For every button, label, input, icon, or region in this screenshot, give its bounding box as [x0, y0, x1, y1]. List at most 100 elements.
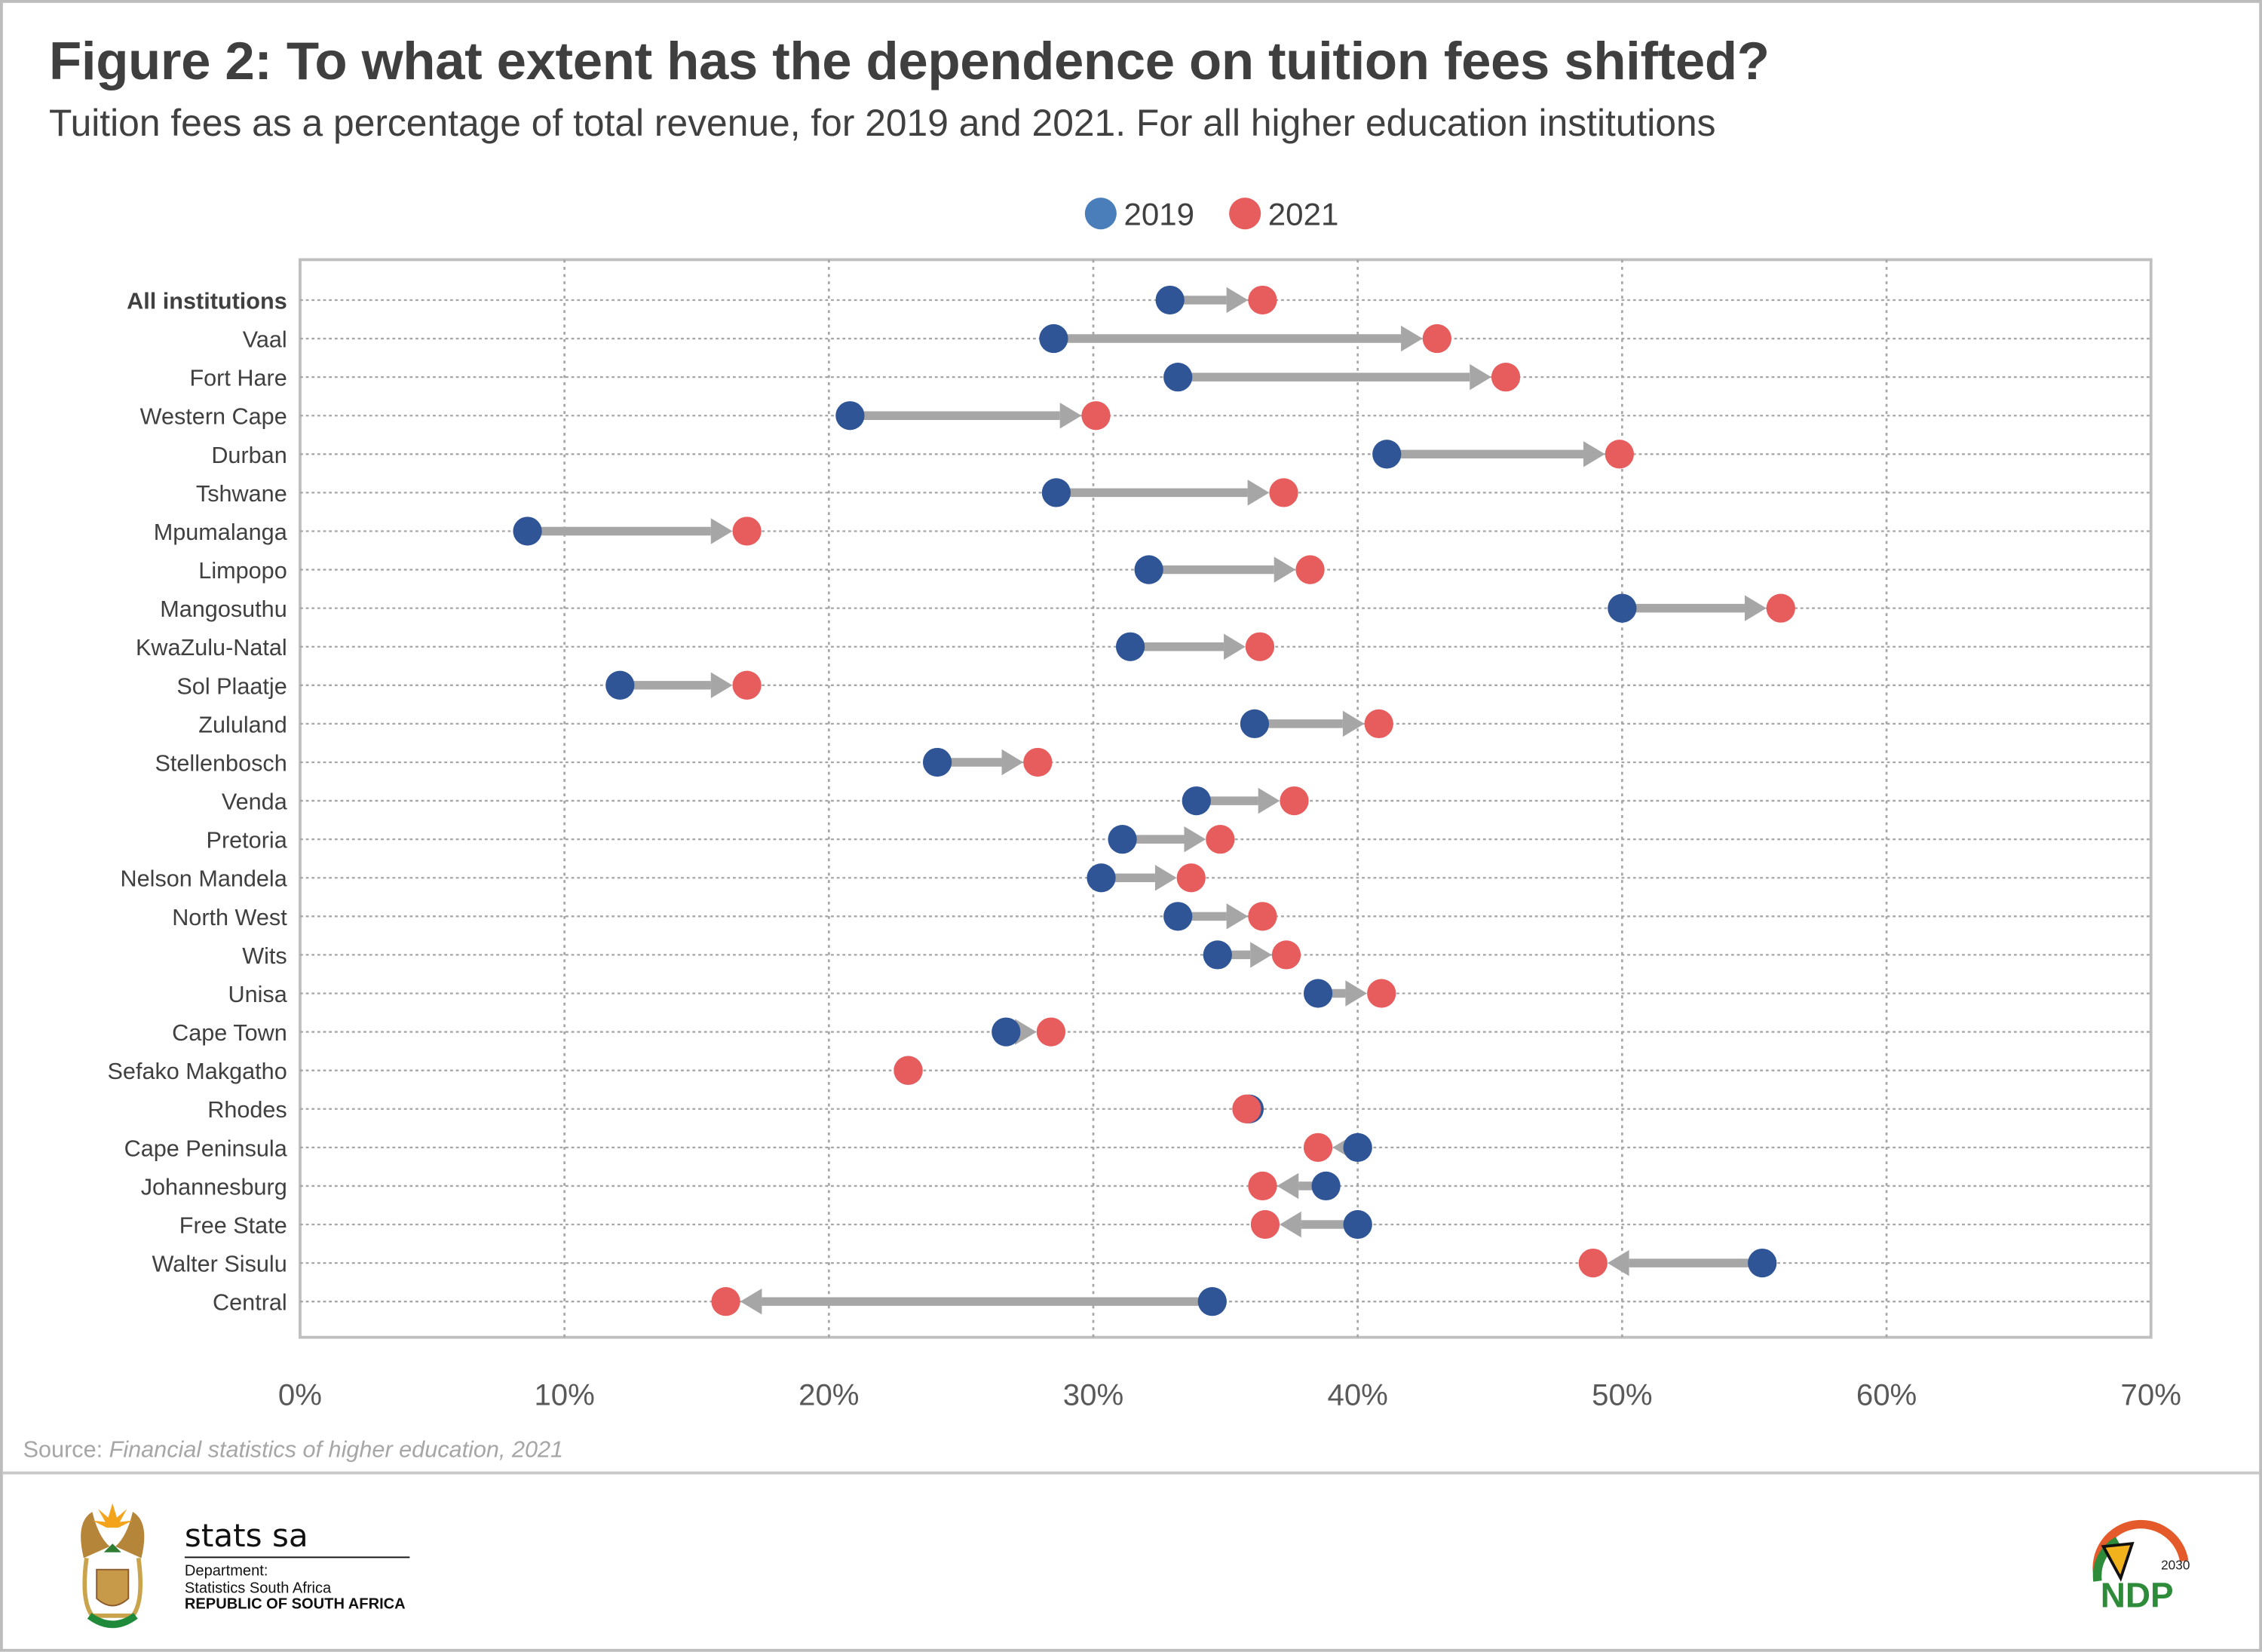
category-label: Central	[213, 1290, 287, 1316]
point-2021	[1248, 285, 1277, 315]
category-label: Durban	[211, 443, 287, 468]
logo-department: Department: Statistics South Africa	[185, 1562, 331, 1597]
category-label: Fort Hare	[189, 366, 287, 391]
point-2021	[1280, 786, 1309, 816]
point-2019	[922, 747, 952, 777]
point-2019	[513, 516, 542, 546]
change-arrow-head	[1401, 325, 1423, 352]
dumbbell-chart: 0% 10% 20% 30% 40% 50% 60% 70% 2019 2021 All insti…	[108, 196, 2181, 1412]
point-2019	[992, 1017, 1021, 1047]
logo-dept-label: Department:	[184, 1562, 268, 1580]
point-2019	[1182, 786, 1211, 816]
category-label: Limpopo	[198, 558, 287, 584]
change-arrow-head	[1342, 710, 1365, 737]
point-2021	[1271, 940, 1301, 970]
category-label: North West	[172, 905, 287, 930]
point-2019	[1748, 1248, 1777, 1278]
category-label: Free State	[179, 1212, 287, 1238]
point-2019	[1608, 593, 1637, 623]
change-arrow-head	[1001, 749, 1024, 776]
point-2019	[835, 401, 865, 431]
category-label: Tshwane	[196, 481, 287, 507]
category-label: Cape Peninsula	[124, 1136, 288, 1161]
point-2021	[1766, 593, 1795, 623]
x-tick-label: 20%	[798, 1378, 859, 1412]
point-2019	[1343, 1209, 1372, 1240]
point-2021	[1295, 555, 1325, 584]
point-2021	[1023, 747, 1053, 777]
category-label: Johannesburg	[141, 1174, 287, 1200]
category-label: Mangosuthu	[160, 596, 287, 622]
category-label: Sefako Makgatho	[108, 1059, 287, 1084]
category-label: Nelson Mandela	[121, 866, 288, 892]
point-2019	[1039, 323, 1068, 354]
point-2021	[1081, 401, 1111, 431]
point-2019	[1115, 632, 1145, 661]
point-2021	[1605, 440, 1634, 469]
x-tick-label: 50%	[1592, 1378, 1652, 1412]
point-2019	[1303, 979, 1333, 1008]
point-2021	[1578, 1248, 1608, 1278]
change-arrow-head	[1224, 633, 1246, 660]
point-2021	[1206, 825, 1235, 854]
ndp-text: NDP	[2101, 1575, 2174, 1613]
page-subtitle: Tuition fees as a percentage of total re…	[49, 100, 1716, 145]
category-label: Wits	[242, 943, 287, 969]
change-arrow-head	[1226, 287, 1249, 314]
point-2019	[1343, 1132, 1372, 1162]
point-2021	[1303, 1132, 1333, 1162]
x-tick-label: 0%	[278, 1378, 322, 1412]
category-label: Unisa	[228, 982, 287, 1007]
x-tick-label: 10%	[534, 1378, 594, 1412]
change-arrow-head	[710, 672, 733, 699]
ndp-2030-logo: 2030 NDP	[2092, 1519, 2190, 1613]
x-tick-label: 40%	[1328, 1378, 1388, 1412]
source-text: Financial statistics of higher education…	[109, 1438, 564, 1464]
category-label: Rhodes	[207, 1097, 287, 1123]
change-arrow-head	[1059, 403, 1082, 429]
change-arrow-head	[1258, 787, 1280, 814]
point-2021	[1422, 323, 1452, 354]
point-2021	[1248, 1171, 1277, 1201]
plot-area-border	[299, 258, 2153, 1339]
category-label: Stellenbosch	[155, 750, 287, 776]
point-2021	[1269, 478, 1298, 507]
point-2021	[1245, 632, 1275, 661]
point-2021	[1232, 1094, 1261, 1123]
category-label: Vaal	[243, 327, 287, 353]
logo-dept-name: Statistics South Africa	[184, 1580, 332, 1598]
change-arrow-head	[1250, 942, 1272, 968]
point-2019	[1041, 478, 1071, 507]
category-label: Cape Town	[172, 1020, 287, 1046]
point-2019	[1372, 440, 1402, 469]
point-2019	[605, 670, 635, 700]
point-2019	[1240, 709, 1270, 739]
legend-marker-2019	[1084, 198, 1117, 230]
category-label: Mpumalanga	[154, 520, 288, 545]
source-label: Source:	[23, 1438, 109, 1464]
category-label: Zululand	[198, 712, 287, 737]
category-label: All institutions	[127, 288, 287, 314]
point-2019	[1087, 863, 1116, 893]
change-arrow-head	[1744, 595, 1767, 621]
point-2019	[1163, 363, 1193, 392]
logo-country: REPUBLIC OF SOUTH AFRICA	[184, 1595, 406, 1614]
ndp-year: 2030	[2161, 1558, 2190, 1573]
point-2021	[1036, 1017, 1066, 1047]
category-label: Pretoria	[207, 828, 288, 854]
change-arrow-head	[740, 1288, 762, 1315]
source-note: Source: Financial statistics of higher e…	[23, 1439, 563, 1464]
change-arrow-head	[1345, 980, 1368, 1007]
change-arrow-head	[710, 518, 733, 544]
x-tick-label: 30%	[1063, 1378, 1123, 1412]
change-arrow-head	[1226, 903, 1249, 930]
point-2021	[732, 516, 762, 546]
point-2019	[1203, 940, 1232, 970]
point-2019	[1134, 555, 1163, 584]
point-2021	[1491, 363, 1521, 392]
x-tick-label: 70%	[2121, 1378, 2181, 1412]
change-arrow-head	[1274, 556, 1296, 583]
point-2021	[732, 670, 762, 700]
change-arrow-head	[1607, 1249, 1629, 1277]
